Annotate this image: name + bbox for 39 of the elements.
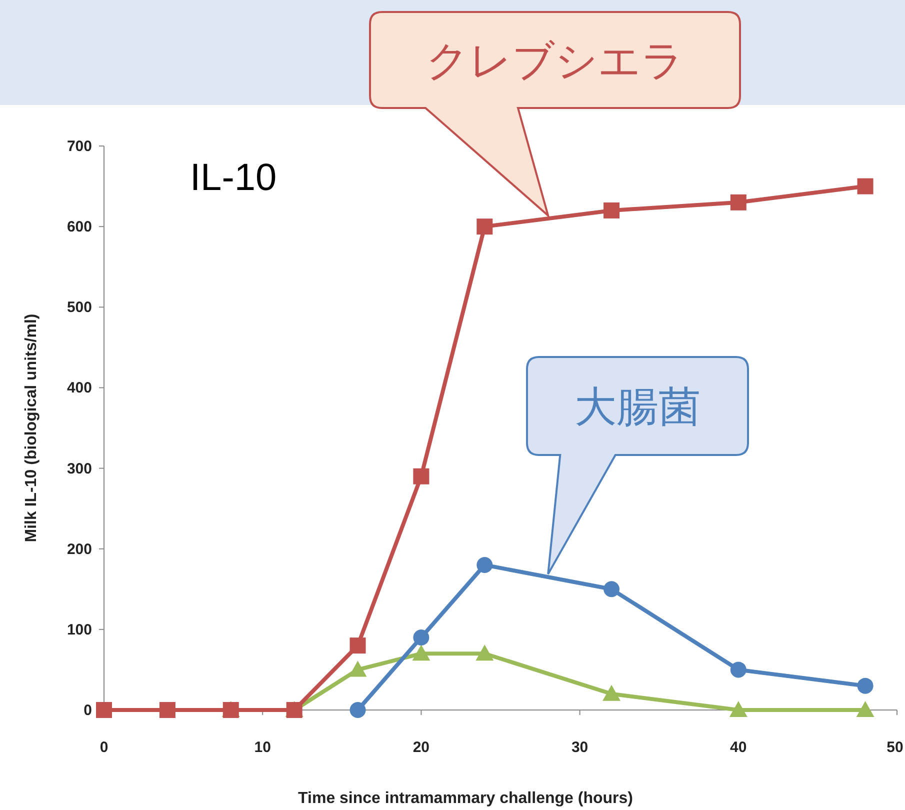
- point: [730, 662, 746, 678]
- point: [348, 660, 367, 677]
- point: [602, 684, 621, 701]
- y-tick-label: 500: [66, 299, 92, 316]
- y-tick-label: 700: [66, 138, 92, 155]
- point: [729, 701, 748, 717]
- y-tick-label: 100: [66, 621, 92, 638]
- x-tick-label: 20: [412, 739, 430, 756]
- point: [857, 178, 874, 194]
- point: [604, 581, 620, 598]
- x-tick-label: 40: [730, 739, 747, 756]
- y-tick-label: 400: [66, 380, 92, 397]
- point: [476, 644, 494, 661]
- text: 大腸菌: [574, 383, 700, 430]
- point: [856, 701, 874, 717]
- point: [730, 194, 746, 210]
- x-tick-label: 0: [100, 739, 108, 756]
- point: [476, 218, 493, 235]
- x-tick-label: 50: [886, 739, 904, 756]
- y-tick-label: 0: [84, 702, 92, 719]
- point: [413, 629, 430, 646]
- text: クレブシエラ: [426, 37, 684, 84]
- point: [350, 702, 366, 718]
- y-tick-label: 300: [66, 460, 92, 478]
- x-tick-label: 30: [571, 739, 588, 756]
- point: [96, 702, 112, 718]
- y-tick-label: 600: [66, 218, 92, 236]
- point: [604, 202, 620, 218]
- point: [350, 638, 366, 654]
- y-axis-title: Milk IL-10 (biological units/ml): [23, 314, 40, 542]
- y-tick-label: 200: [66, 540, 92, 558]
- annotation: IL-10: [190, 157, 277, 199]
- point: [413, 468, 430, 484]
- point: [412, 644, 430, 661]
- point: [857, 678, 874, 694]
- point: [159, 702, 176, 718]
- x-axis-title: Time since intramammary challenge (hours): [298, 790, 633, 807]
- point: [476, 556, 493, 573]
- x-tick-label: 10: [254, 739, 271, 756]
